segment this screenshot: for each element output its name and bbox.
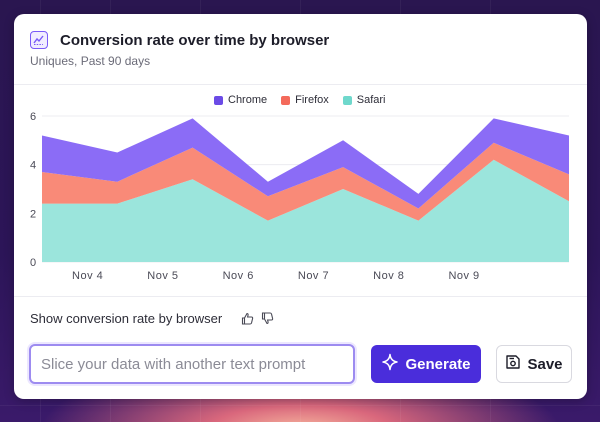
y-tick-label: 0 xyxy=(30,257,36,269)
legend-swatch xyxy=(342,95,352,105)
y-tick-label: 2 xyxy=(30,208,36,220)
chart-card: Conversion rate over time by browser Uni… xyxy=(14,14,587,399)
legend-label: Safari xyxy=(356,94,386,106)
area-safari xyxy=(42,159,569,262)
x-tick-label: Nov 4 xyxy=(72,270,103,282)
y-tick-label: 4 xyxy=(30,160,36,172)
divider xyxy=(14,84,587,85)
legend-swatch xyxy=(214,95,223,105)
divider xyxy=(14,296,587,297)
chart-subtitle: Uniques, Past 90 days xyxy=(30,54,151,68)
x-tick-label: Nov 5 xyxy=(147,270,178,282)
prompt-text: Show conversion rate by browser xyxy=(30,311,223,326)
thumbs-up-icon[interactable] xyxy=(241,312,254,325)
legend-swatch xyxy=(281,95,291,105)
generate-button[interactable]: Generate xyxy=(371,345,481,383)
x-tick-label: Nov 9 xyxy=(448,270,479,282)
chart-legend: Chrome Firefox Safari xyxy=(214,94,386,106)
line-chart-icon xyxy=(30,31,48,49)
stacked-area-chart: 0 2 4 6 Nov 4 Nov 5 Nov 6 Nov 7 Nov 8 Nov 9 xyxy=(30,111,569,282)
area-firefox xyxy=(42,142,569,221)
generate-label: Generate xyxy=(405,355,471,373)
background-grid-line xyxy=(0,405,600,406)
legend-item-firefox[interactable]: Firefox xyxy=(281,94,329,106)
x-tick-label: Nov 6 xyxy=(223,270,254,282)
legend-item-safari[interactable]: Safari xyxy=(342,94,386,106)
prompt-input[interactable] xyxy=(29,344,355,384)
sparkle-icon xyxy=(381,353,399,375)
thumbs-down-icon[interactable] xyxy=(261,312,274,325)
chart-title: Conversion rate over time by browser xyxy=(60,32,330,49)
y-tick-label: 6 xyxy=(30,111,36,123)
legend-label: Firefox xyxy=(295,94,329,106)
legend-item-chrome[interactable]: Chrome xyxy=(214,94,267,106)
legend-label: Chrome xyxy=(228,94,268,106)
x-tick-label: Nov 7 xyxy=(298,270,329,282)
save-icon xyxy=(505,354,521,374)
area-chrome xyxy=(42,118,569,209)
save-button[interactable]: Save xyxy=(496,345,572,383)
x-tick-label: Nov 8 xyxy=(373,270,404,282)
save-label: Save xyxy=(527,355,563,373)
